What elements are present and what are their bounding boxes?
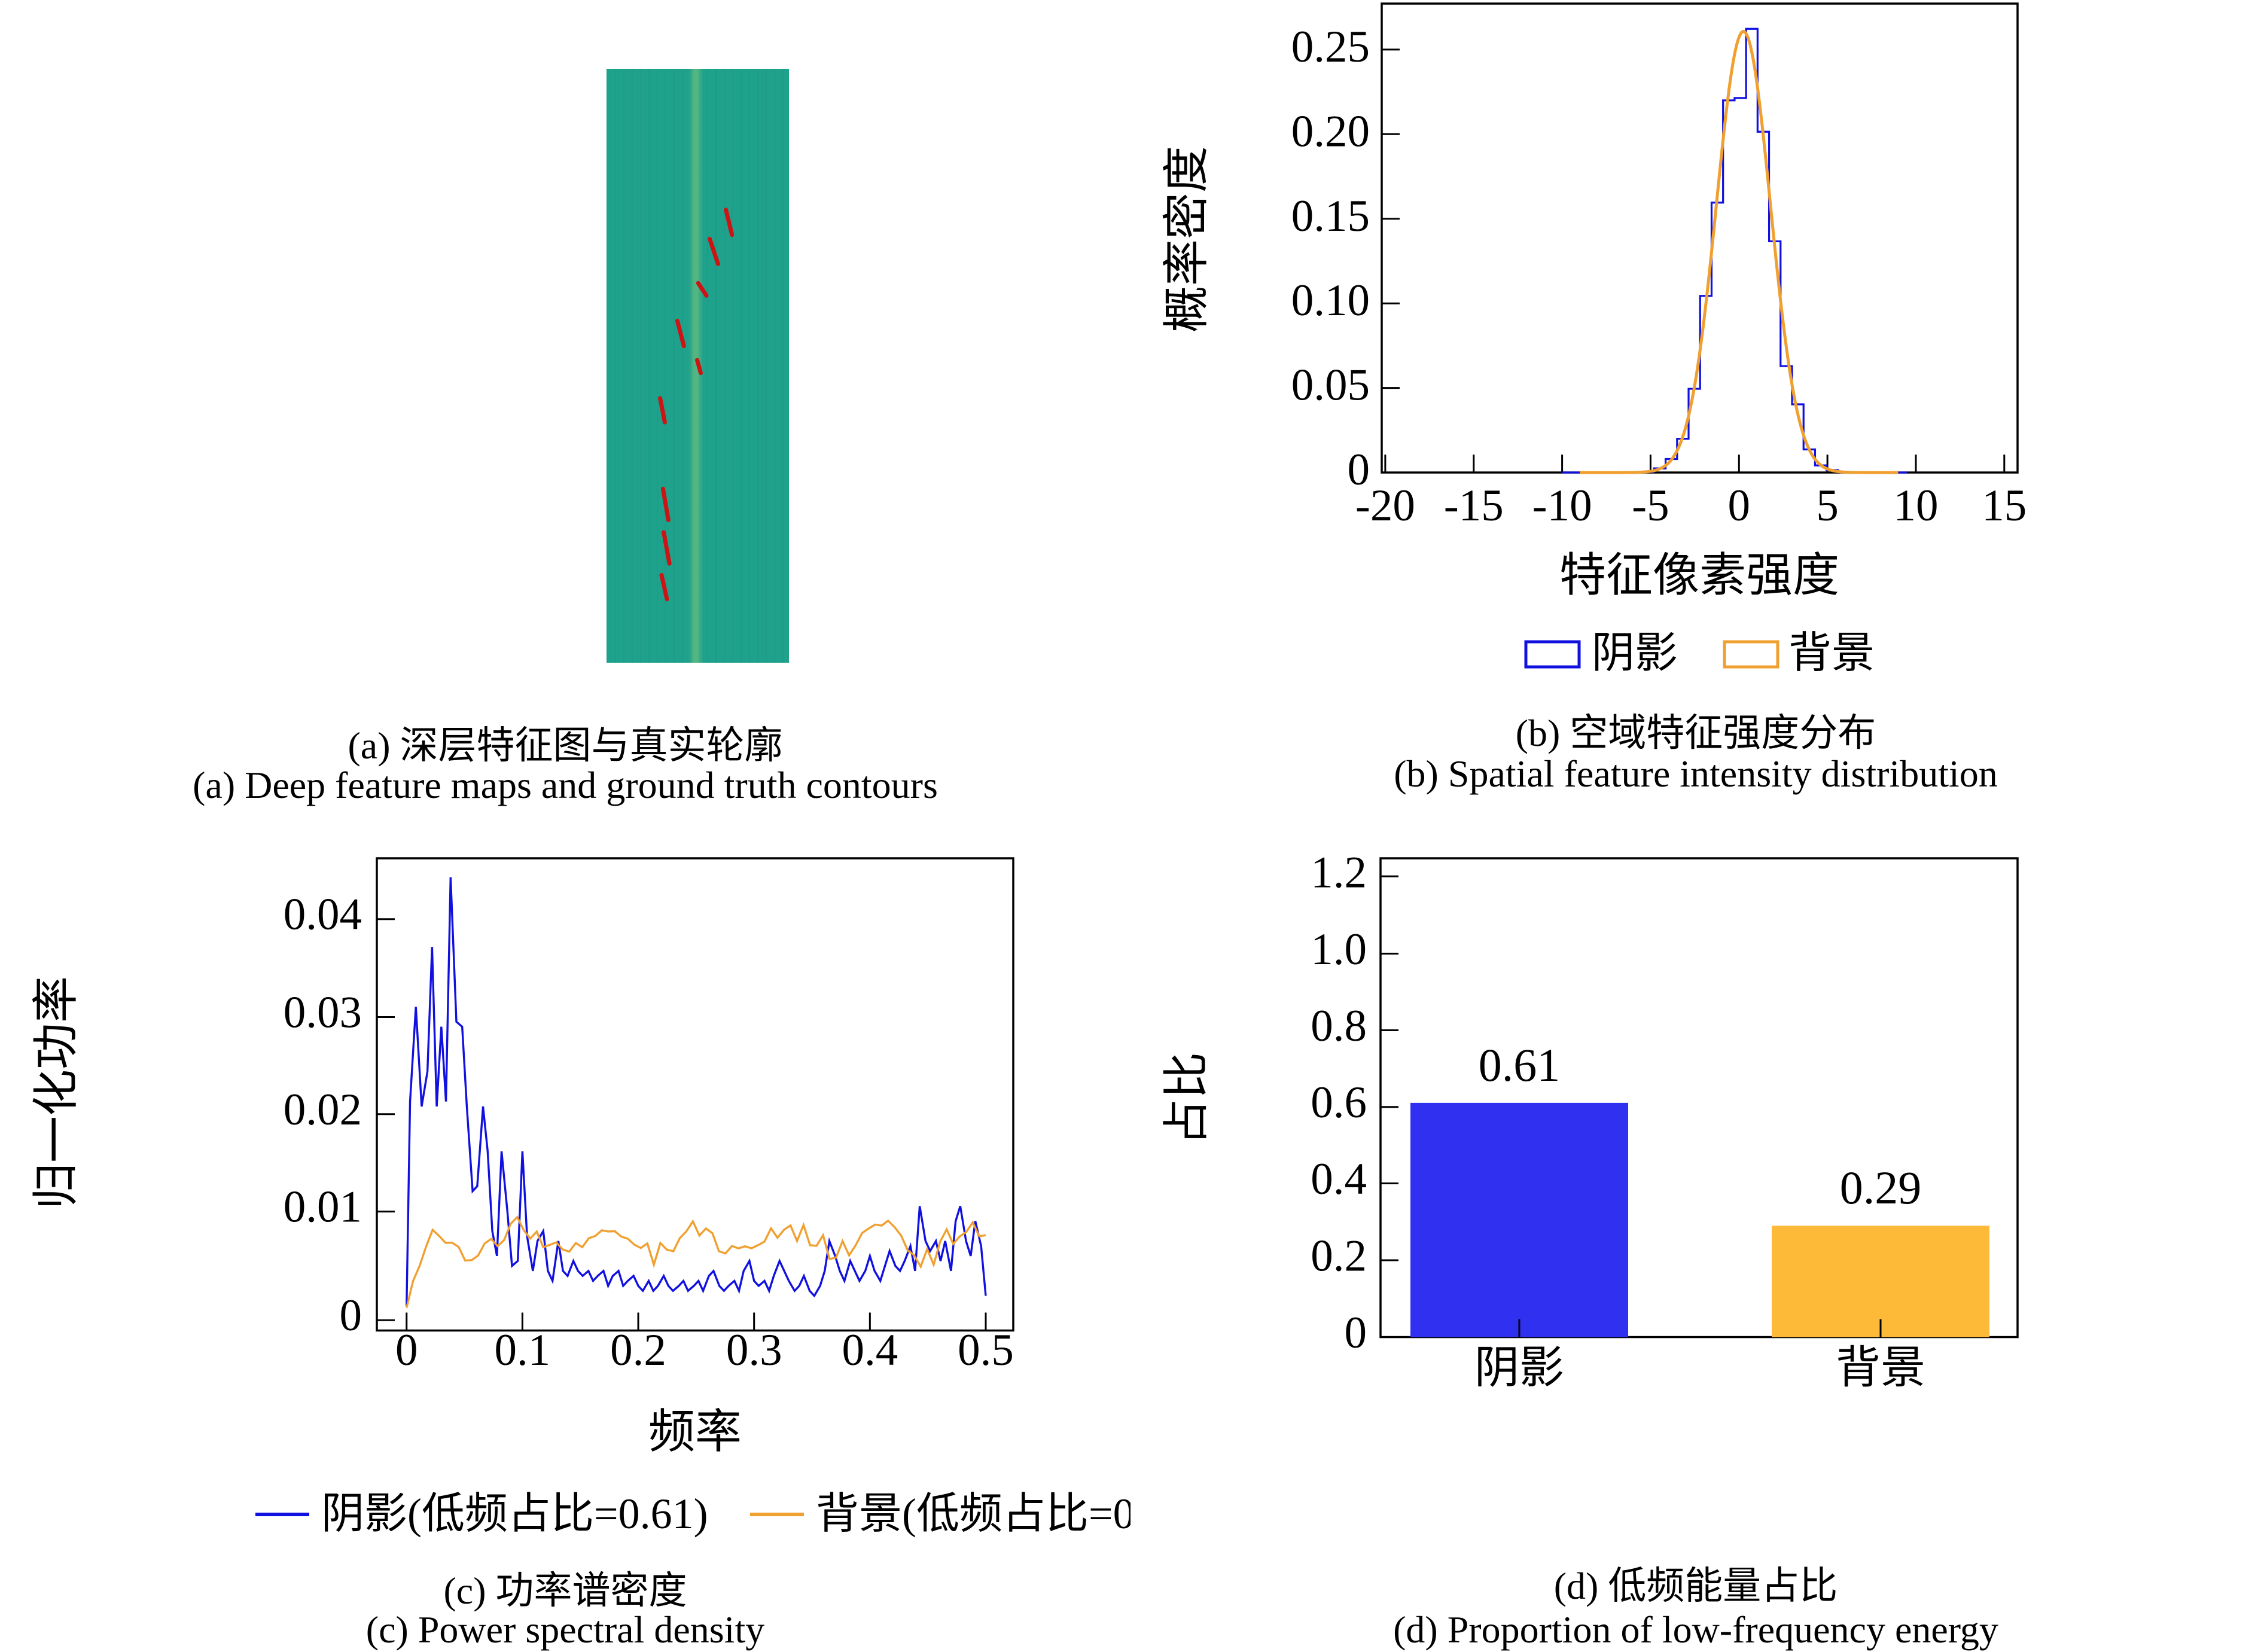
svg-text:0.10: 0.10 (1291, 276, 1370, 325)
svg-text:0.5: 0.5 (958, 1325, 1014, 1375)
svg-text:0.1: 0.1 (495, 1325, 551, 1375)
svg-text:背景: 背景 (1836, 1343, 1925, 1393)
svg-text:0.04: 0.04 (284, 890, 362, 940)
svg-text:1.2: 1.2 (1311, 848, 1367, 898)
svg-text:阴影(低频占比=0.61): 阴影(低频占比=0.61) (321, 1490, 708, 1538)
svg-text:0: 0 (1728, 481, 1751, 531)
svg-text:0.2: 0.2 (1311, 1232, 1367, 1281)
svg-text:0: 0 (340, 1291, 362, 1340)
svg-text:概率密度: 概率密度 (1160, 146, 1212, 333)
svg-text:0.03: 0.03 (284, 988, 362, 1038)
svg-text:10: 10 (1894, 481, 1939, 531)
svg-text:0: 0 (1348, 445, 1370, 495)
svg-text:0.2: 0.2 (610, 1325, 666, 1375)
svg-text:0.61: 0.61 (1479, 1039, 1561, 1091)
svg-text:0: 0 (395, 1325, 418, 1375)
svg-text:-15: -15 (1444, 481, 1504, 531)
svg-text:0.3: 0.3 (726, 1325, 782, 1375)
svg-text:0.4: 0.4 (1311, 1154, 1367, 1204)
svg-text:5: 5 (1816, 481, 1839, 531)
svg-text:0.15: 0.15 (1291, 191, 1370, 241)
svg-text:背景: 背景 (1788, 629, 1875, 677)
svg-text:0: 0 (1345, 1308, 1367, 1358)
svg-text:0.01: 0.01 (284, 1182, 362, 1232)
svg-text:0.02: 0.02 (284, 1085, 362, 1135)
svg-text:0.05: 0.05 (1291, 361, 1370, 410)
svg-text:0.20: 0.20 (1291, 106, 1370, 156)
svg-text:特征像素强度: 特征像素强度 (1559, 549, 1839, 601)
svg-text:-10: -10 (1532, 481, 1592, 531)
svg-text:0.8: 0.8 (1311, 1001, 1367, 1051)
svg-text:阴影: 阴影 (1592, 629, 1678, 677)
svg-text:归一化功率: 归一化功率 (30, 976, 82, 1209)
svg-text:-5: -5 (1632, 481, 1669, 531)
svg-text:阴影: 阴影 (1474, 1343, 1564, 1393)
svg-text:背景(低频占比=0.29): 背景(低频占比=0.29) (816, 1490, 1130, 1538)
svg-text:0.6: 0.6 (1311, 1078, 1367, 1127)
svg-text:1.0: 1.0 (1311, 925, 1367, 974)
svg-text:0.4: 0.4 (842, 1325, 898, 1375)
svg-text:占比: 占比 (1160, 1052, 1212, 1145)
svg-text:0.29: 0.29 (1840, 1162, 1922, 1214)
svg-text:0.25: 0.25 (1291, 22, 1370, 72)
svg-text:频率: 频率 (648, 1406, 742, 1458)
svg-text:15: 15 (1982, 481, 2027, 531)
